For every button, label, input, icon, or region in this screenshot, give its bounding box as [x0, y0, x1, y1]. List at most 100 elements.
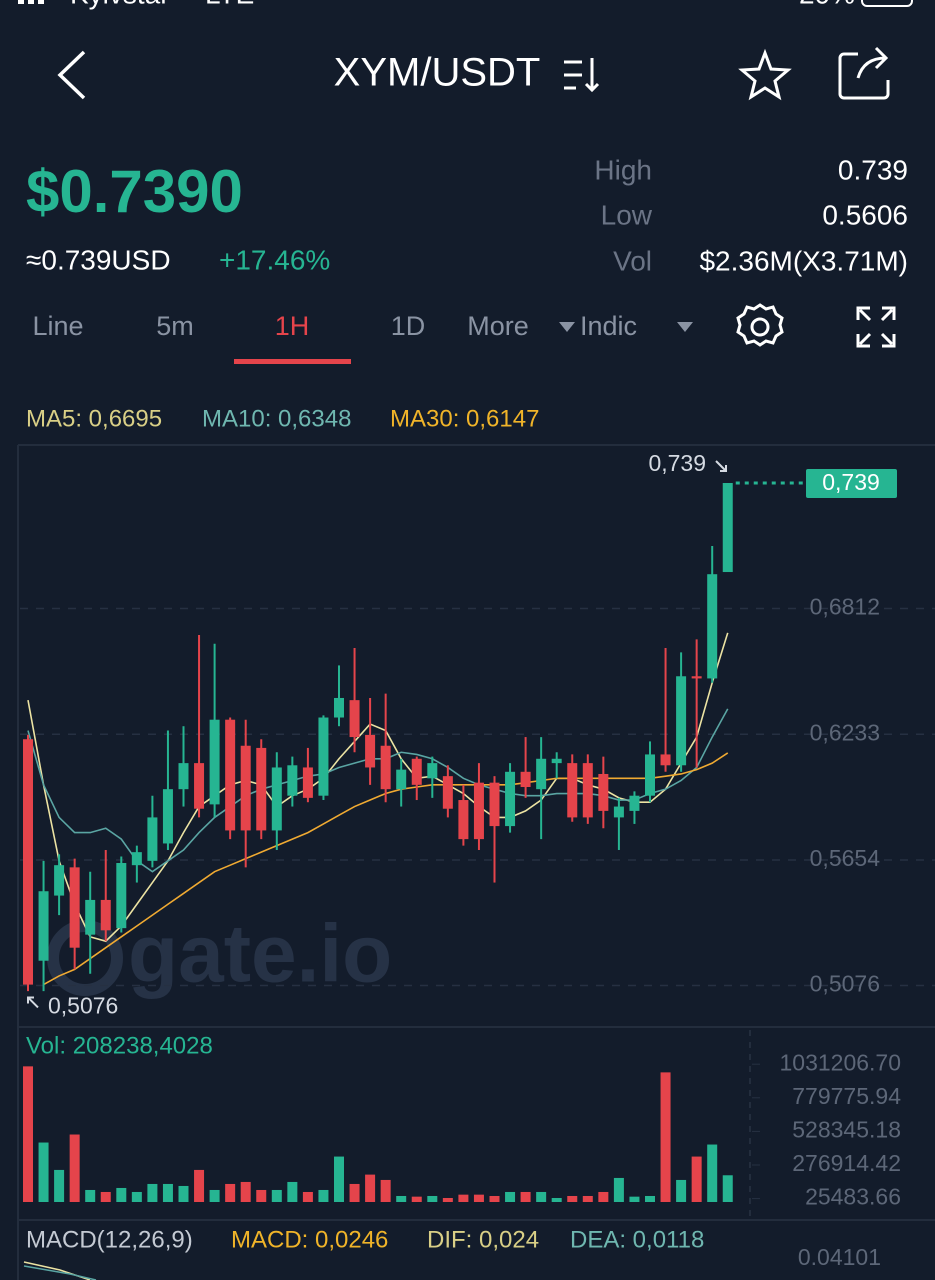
- candle-body: [613, 806, 624, 818]
- volume-bar: [209, 1189, 220, 1202]
- candle-body: [209, 719, 220, 805]
- candle-body: [162, 789, 173, 844]
- switch-icon[interactable]: [564, 58, 600, 93]
- interval-tab[interactable]: 1D: [391, 311, 426, 341]
- volume-bar: [458, 1194, 469, 1202]
- candle-body: [567, 763, 578, 818]
- last-price-tag: [806, 469, 897, 499]
- volume-bar: [23, 1066, 33, 1202]
- candle-body: [645, 754, 655, 796]
- candle-body: [85, 899, 96, 935]
- volume-bar: [334, 1156, 344, 1202]
- candle-body: [334, 697, 344, 718]
- candle-body: [271, 767, 282, 831]
- candle-body: [116, 863, 127, 929]
- usd-price: ≈0.739USD: [26, 244, 171, 275]
- volume-bar: [131, 1191, 142, 1202]
- candle-body: [302, 767, 313, 798]
- volume-bar: [536, 1191, 547, 1202]
- volume-bar: [365, 1174, 376, 1202]
- volume-bar: [318, 1189, 329, 1202]
- pair-title[interactable]: XYM/USDT: [334, 51, 541, 95]
- stat-label: Vol: [613, 245, 652, 276]
- stat-label: Low: [601, 199, 653, 230]
- back-button[interactable]: [57, 50, 86, 100]
- candle-body: [442, 776, 453, 809]
- share-button[interactable]: [838, 46, 890, 100]
- candle-body: [54, 865, 65, 896]
- battery-icon: [861, 0, 913, 7]
- volume-bar: [613, 1177, 624, 1202]
- volume-bar: [271, 1189, 282, 1202]
- candle-body: [349, 700, 360, 738]
- volume-bar: [69, 1134, 80, 1202]
- fullscreen-button[interactable]: [856, 306, 896, 348]
- candle-body: [69, 867, 80, 948]
- ma-line: [27, 708, 729, 873]
- interval-tab[interactable]: 5m: [156, 311, 194, 341]
- macd-line: [23, 1265, 97, 1280]
- candle-body: [551, 758, 562, 764]
- volume-bar: [645, 1195, 655, 1202]
- settings-button[interactable]: [736, 303, 784, 347]
- volume-bar: [473, 1194, 484, 1202]
- volume-tick-label: 276914.42: [792, 1150, 901, 1176]
- candle-body: [582, 763, 593, 818]
- stat-value: 0.5606: [822, 199, 908, 230]
- candle-body: [225, 719, 236, 831]
- volume-bar: [100, 1191, 111, 1202]
- volume-bar: [349, 1183, 360, 1202]
- watermark: gate.io: [128, 909, 392, 1000]
- ma-line: [27, 632, 729, 943]
- volume-bar: [178, 1185, 189, 1202]
- interval-tab-active[interactable]: 1H: [275, 311, 310, 341]
- candle-body: [131, 852, 142, 866]
- dropdown-arrow: [677, 322, 693, 332]
- candle-body: [318, 717, 329, 796]
- volume-bar: [240, 1181, 251, 1202]
- volume-bar: [427, 1195, 438, 1202]
- ma-legend: MA10: 0,6348: [202, 405, 351, 432]
- dropdown-arrow: [559, 322, 575, 332]
- candle-body: [380, 745, 391, 790]
- low-marker-arrow: [27, 996, 39, 1009]
- volume-title: Vol: 208238,4028: [26, 1032, 213, 1059]
- volume-bar: [707, 1144, 718, 1202]
- volume-bar: [38, 1142, 49, 1202]
- macd-title: MACD(12,26,9): [26, 1226, 193, 1253]
- candle-body: [147, 817, 158, 861]
- candle-body: [722, 483, 733, 573]
- low-marker: 0,5076: [48, 993, 118, 1019]
- last-price: $0.7390: [26, 158, 243, 225]
- volume-bar: [582, 1195, 593, 1202]
- stat-value: 0.739: [838, 154, 908, 185]
- candle-body: [411, 758, 422, 785]
- more-tab[interactable]: More: [467, 311, 529, 341]
- candle-body: [287, 765, 298, 796]
- candle-body: [505, 771, 516, 827]
- volume-bar: [722, 1175, 733, 1202]
- volume-bar: [380, 1179, 391, 1202]
- candle-body: [427, 763, 438, 779]
- volume-bar: [225, 1183, 236, 1202]
- volume-bar: [598, 1191, 609, 1202]
- volume-tick-label: 1031206.70: [779, 1049, 901, 1075]
- volume-bar: [567, 1195, 578, 1202]
- candle-body: [194, 763, 205, 809]
- high-marker: 0,739: [648, 450, 706, 476]
- volume-tick-label: 528345.18: [792, 1116, 901, 1142]
- indicator-tab[interactable]: Indic: [580, 311, 637, 341]
- candle-body: [520, 771, 531, 788]
- price-change: +17.46%: [219, 244, 330, 275]
- interval-tab[interactable]: Line: [32, 311, 83, 341]
- candle-body: [691, 676, 702, 679]
- volume-bar: [691, 1156, 702, 1202]
- volume-bar: [411, 1196, 422, 1202]
- last-price-label: 0,739: [822, 469, 880, 495]
- candle-body: [256, 747, 267, 831]
- favorite-button[interactable]: [738, 48, 792, 101]
- dea-value: DEA: 0,0118: [570, 1226, 704, 1253]
- candle-body: [489, 782, 500, 827]
